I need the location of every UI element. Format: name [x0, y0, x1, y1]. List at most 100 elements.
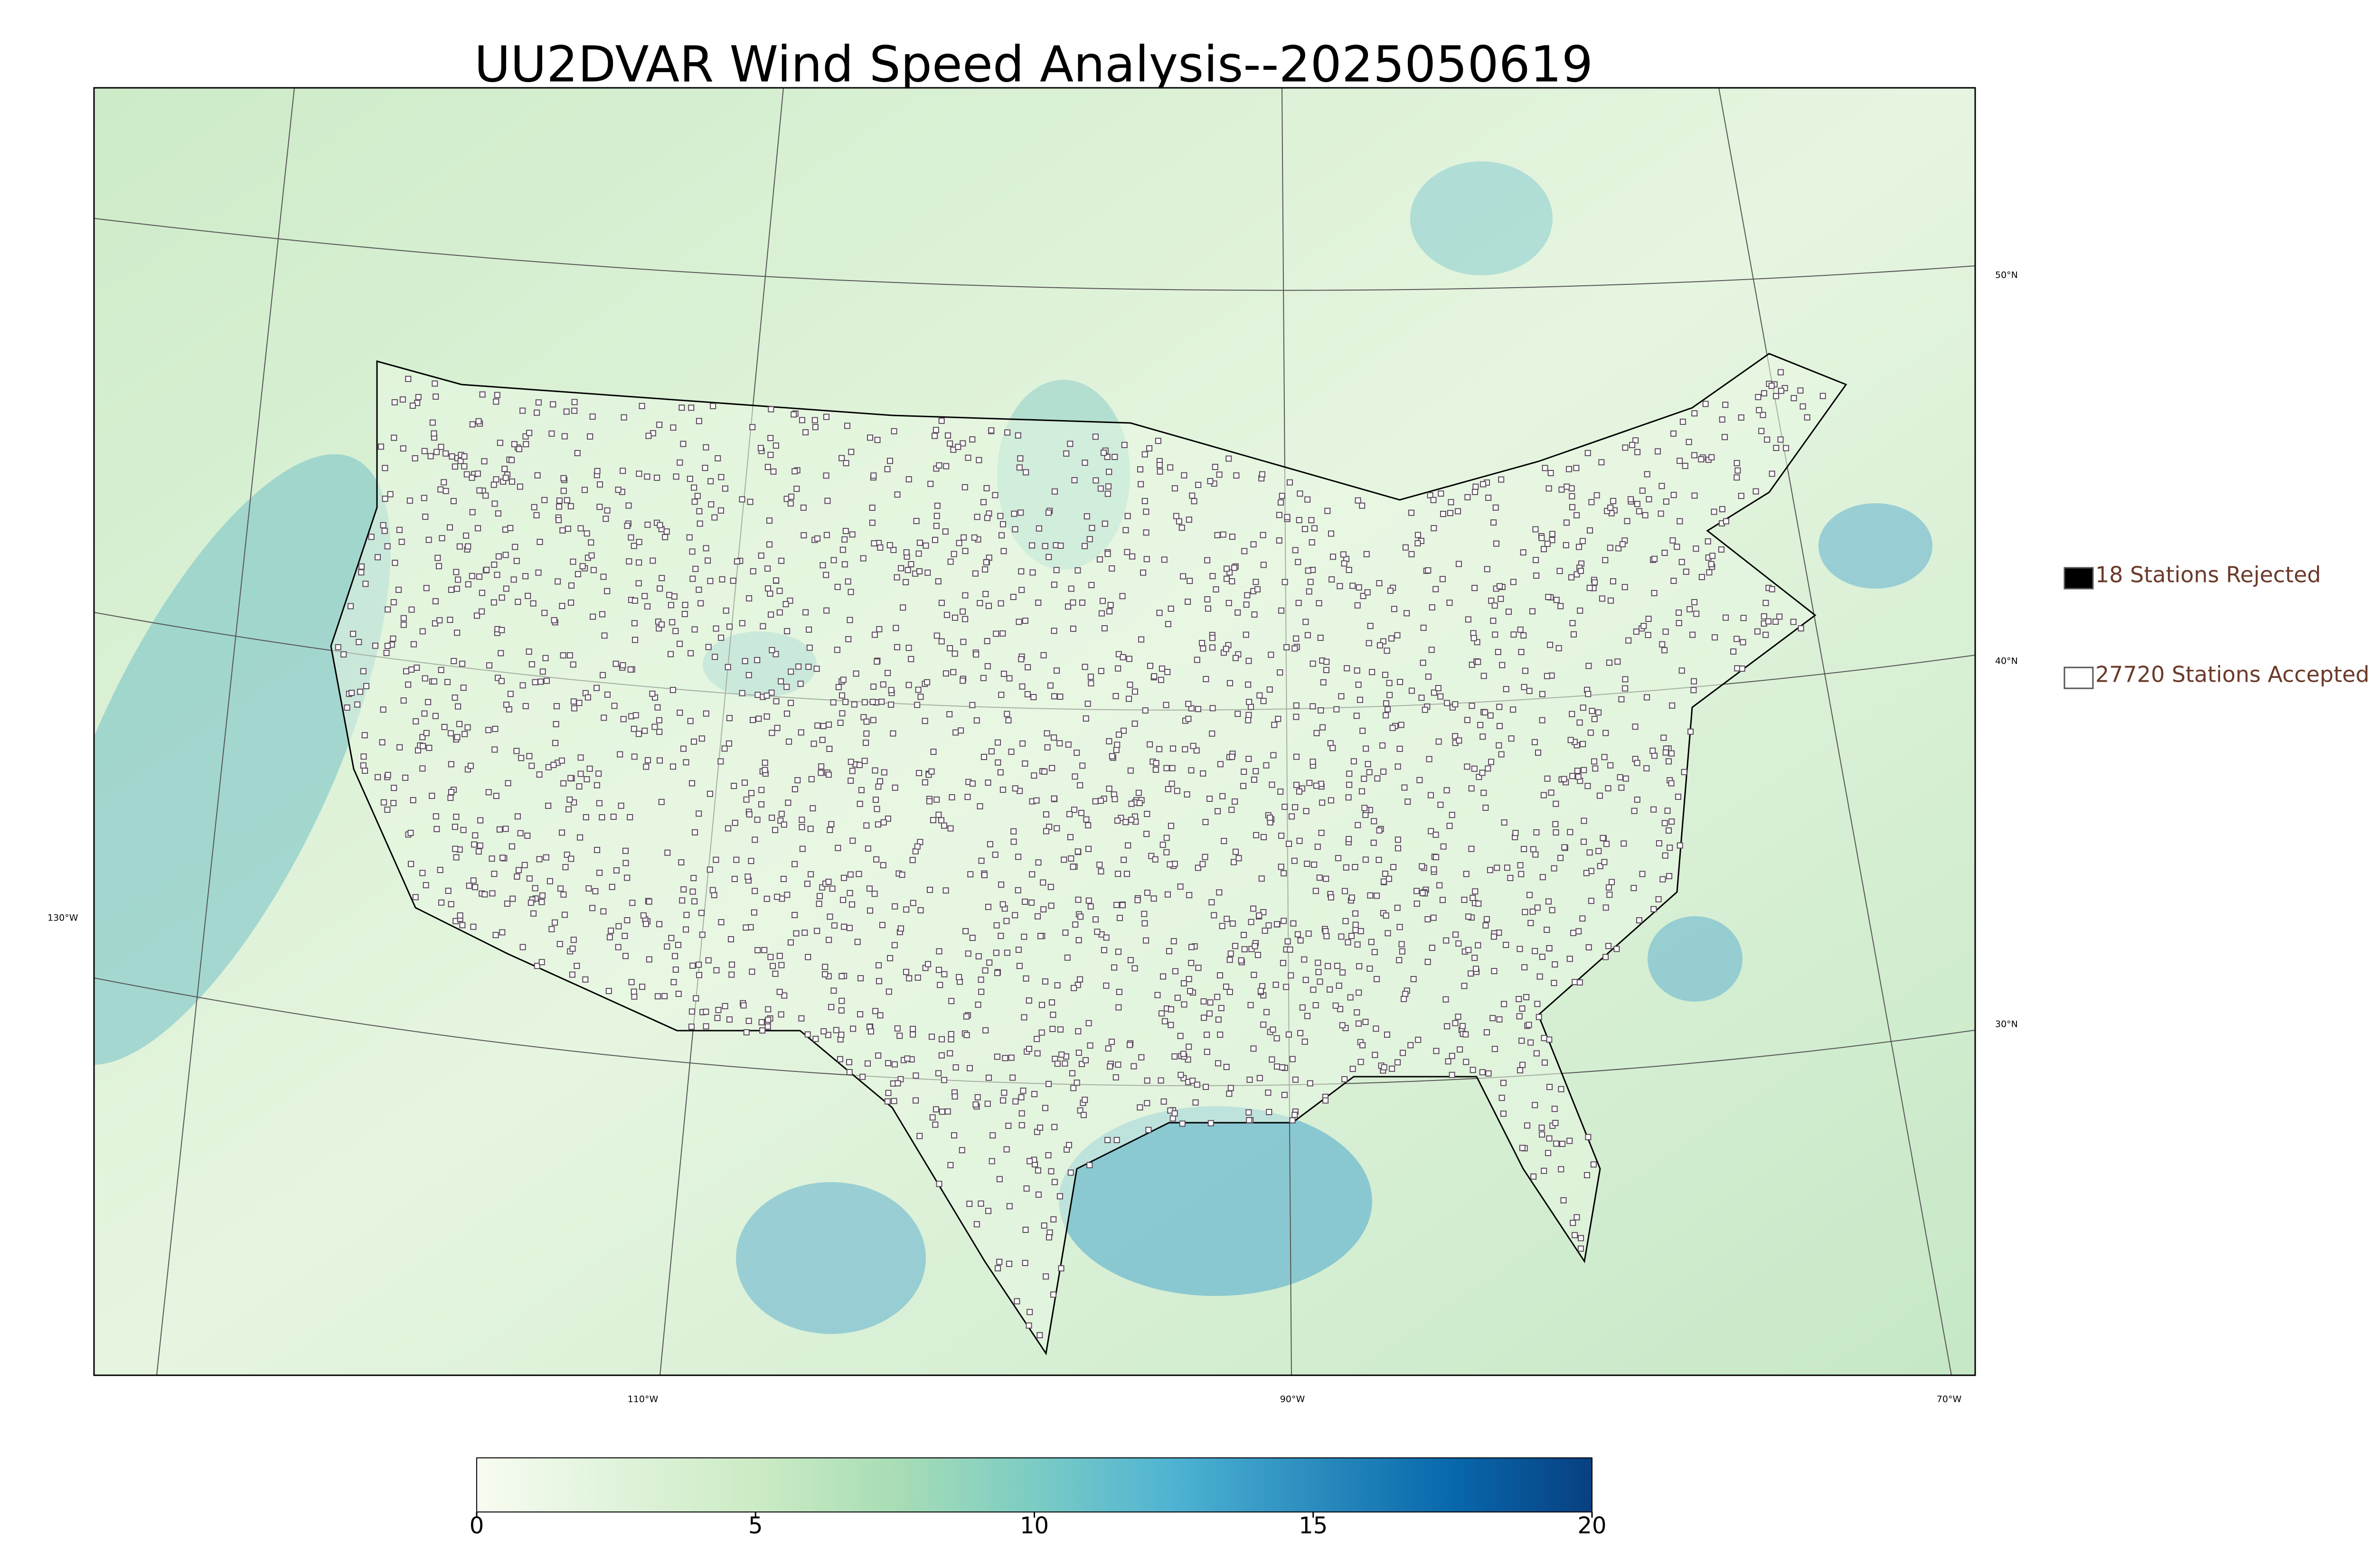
station [689, 780, 696, 787]
lon-label: 130°W [47, 913, 78, 923]
station [1598, 459, 1605, 466]
station [1656, 840, 1662, 847]
station [969, 780, 976, 787]
station [516, 446, 522, 452]
station [975, 1001, 981, 1008]
station [1193, 747, 1200, 754]
station [820, 723, 827, 729]
station [835, 845, 841, 851]
station [565, 806, 572, 813]
station [1722, 402, 1729, 408]
station [885, 816, 891, 822]
station [910, 1025, 916, 1032]
station [1156, 462, 1163, 469]
station [1068, 585, 1074, 592]
station [1497, 723, 1503, 729]
station [1245, 717, 1252, 723]
station [1601, 754, 1608, 761]
station [1347, 994, 1354, 1001]
station [1639, 871, 1646, 877]
station [1216, 471, 1223, 478]
station [867, 434, 873, 441]
station [672, 953, 678, 959]
station [1252, 943, 1258, 949]
station [1472, 483, 1479, 490]
station [1200, 998, 1207, 1005]
station [635, 580, 642, 587]
station [988, 427, 995, 434]
station [1098, 610, 1105, 617]
station [1357, 928, 1364, 934]
station [1768, 383, 1775, 389]
station [773, 698, 780, 704]
station [1360, 592, 1366, 599]
station [439, 535, 445, 542]
station [1018, 568, 1025, 575]
station [1420, 624, 1427, 631]
station [1490, 618, 1497, 624]
station [1492, 631, 1498, 638]
station [1177, 1033, 1184, 1039]
station [696, 810, 702, 817]
station [1096, 862, 1103, 868]
station [1428, 828, 1434, 835]
station [1327, 986, 1333, 993]
station [384, 543, 391, 550]
station [1054, 667, 1060, 674]
station [1738, 414, 1744, 421]
station [472, 832, 479, 839]
station [799, 417, 805, 423]
station [1151, 673, 1158, 680]
station [499, 627, 505, 633]
station [560, 475, 567, 481]
station [1455, 940, 1462, 947]
station [513, 748, 520, 754]
station [460, 826, 467, 833]
station [848, 449, 855, 455]
station [1082, 664, 1088, 670]
station [457, 458, 464, 464]
station [436, 617, 443, 624]
station [1216, 889, 1223, 896]
station [1395, 845, 1402, 852]
station [1570, 930, 1577, 936]
station [1284, 514, 1291, 520]
station [1632, 723, 1639, 730]
station [1760, 412, 1766, 418]
station [687, 718, 694, 724]
station [769, 647, 775, 653]
station [589, 905, 596, 911]
station [1293, 714, 1300, 720]
station [622, 847, 629, 854]
station [857, 1011, 864, 1018]
station [936, 462, 942, 469]
station [528, 661, 535, 667]
station [622, 953, 629, 959]
station [1033, 797, 1040, 804]
station [820, 1028, 827, 1034]
station [1588, 499, 1595, 506]
station [1719, 416, 1725, 423]
station [663, 528, 670, 535]
station [776, 953, 783, 959]
station [1077, 913, 1084, 920]
station [656, 717, 663, 723]
station [452, 824, 458, 830]
station [1074, 567, 1081, 574]
station [770, 468, 777, 475]
station [448, 789, 455, 795]
station [1530, 1173, 1537, 1180]
station [1385, 706, 1391, 713]
station [1503, 941, 1509, 948]
station [1109, 565, 1115, 572]
station [526, 430, 533, 436]
station [570, 698, 577, 705]
station [913, 1072, 919, 1079]
station [799, 845, 806, 852]
station [1503, 686, 1509, 693]
station [1590, 1161, 1597, 1168]
station [1660, 734, 1667, 741]
station [1607, 762, 1614, 769]
station [965, 454, 971, 461]
station [914, 843, 921, 850]
